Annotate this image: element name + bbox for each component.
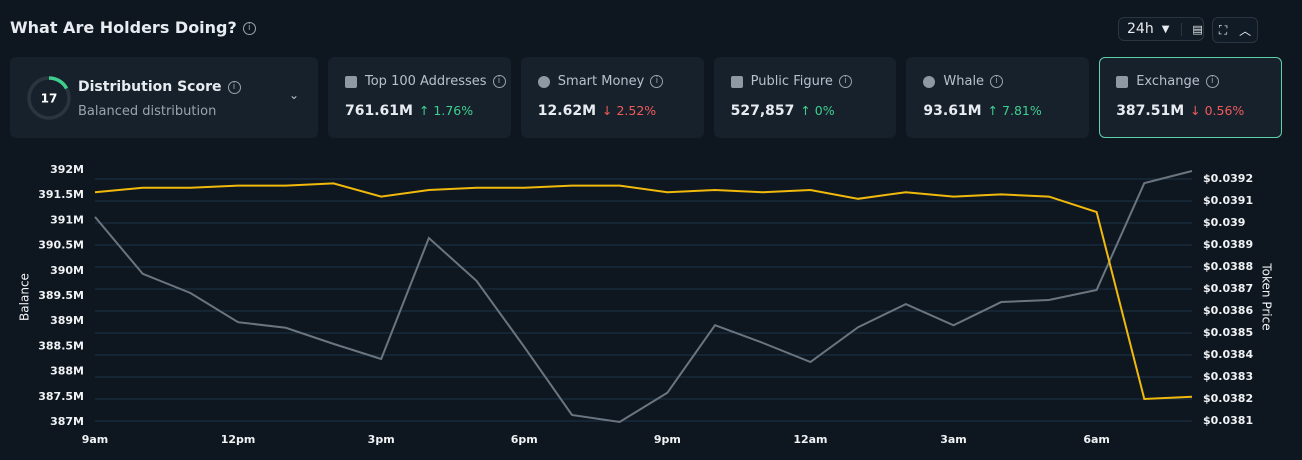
- y2-tick-label: $0.0384: [1203, 348, 1253, 361]
- card-value: 527,857 ↑ 0%: [731, 103, 835, 119]
- card-change: ↑ 0%: [800, 103, 835, 118]
- y2-tick-label: $0.0383: [1203, 370, 1253, 383]
- series-line: [94, 170, 1193, 424]
- x-tick-label: 3pm: [368, 433, 395, 446]
- y-tick-label: 387.5M: [38, 390, 84, 403]
- info-icon[interactable]: i: [838, 75, 852, 88]
- x-tick-label: 6am: [1083, 433, 1110, 446]
- y2-tick-label: $0.0387: [1203, 282, 1253, 295]
- card-value-text: 527,857: [730, 103, 795, 119]
- info-icon[interactable]: i: [650, 75, 664, 88]
- y-tick-label: 390M: [50, 264, 84, 277]
- card-icon: [537, 76, 550, 88]
- card-change: ↓ 0.56%: [1190, 103, 1245, 118]
- card-value-text: 387.51M: [1116, 103, 1185, 119]
- distribution-title-text: Distribution Score: [78, 79, 222, 95]
- y2-tick-label: $0.0389: [1203, 238, 1253, 251]
- card-label: Public Figure i: [751, 74, 852, 89]
- x-tick-label: 3am: [940, 433, 967, 446]
- y2-tick-label: $0.039: [1203, 216, 1245, 229]
- card-label-text: Top 100 Addresses: [365, 74, 487, 89]
- card-value: 387.51M ↓ 0.56%: [1116, 103, 1244, 119]
- y-tick-label: 390.5M: [38, 239, 84, 252]
- card-label-text: Smart Money: [557, 74, 645, 89]
- y-tick-label: 389M: [50, 314, 84, 327]
- stat-card[interactable]: Smart Money i 12.62M ↓ 2.52%: [520, 57, 704, 138]
- card-label-text: Public Figure: [750, 74, 833, 89]
- card-change: ↓ 2.52%: [602, 103, 657, 118]
- y-tick-label: 389.5M: [38, 289, 84, 302]
- distribution-subtitle: Balanced distribution: [78, 104, 217, 119]
- y-tick-label: 387M: [50, 415, 84, 428]
- card-change: ↑ 7.81%: [987, 103, 1042, 118]
- y-axis-title: Balance: [18, 273, 32, 321]
- card-label: Whale i: [943, 74, 1004, 89]
- y-tick-label: 392M: [50, 163, 84, 176]
- card-value-text: 761.61M: [345, 103, 413, 119]
- card-label: Smart Money i: [558, 74, 664, 89]
- y2-tick-label: $0.0392: [1203, 172, 1253, 185]
- x-tick-label: 9pm: [654, 433, 681, 446]
- y2-tick-label: $0.0391: [1203, 194, 1253, 207]
- card-label: Top 100 Addresses i: [365, 74, 506, 89]
- card-value: 93.61M ↑ 7.81%: [923, 103, 1041, 119]
- range-label: 24h: [1127, 21, 1154, 37]
- card-label-text: Whale: [943, 74, 985, 89]
- card-value-text: 93.61M: [923, 103, 982, 119]
- card-label: Exchange i: [1136, 74, 1219, 89]
- stat-card[interactable]: Whale i 93.61M ↑ 7.81%: [906, 57, 1090, 138]
- card-value-text: 12.62M: [537, 103, 597, 119]
- card-label-text: Exchange: [1136, 74, 1200, 89]
- card-change: ↑ 1.76%: [418, 103, 474, 118]
- score-arc: [27, 76, 71, 120]
- page-title: What Are Holders Doing?: [10, 18, 237, 37]
- y-tick-label: 391M: [50, 213, 84, 226]
- card-icon: [923, 76, 936, 88]
- range-select[interactable]: 24h ▼ ▤: [1118, 17, 1204, 41]
- info-icon[interactable]: i: [242, 22, 256, 35]
- series-line: [94, 182, 1193, 401]
- x-tick-label: 6pm: [511, 433, 538, 446]
- info-icon[interactable]: i: [1205, 75, 1219, 88]
- x-tick-label: 12am: [793, 433, 827, 446]
- card-icon: [1116, 76, 1129, 88]
- card-value: 761.61M ↑ 1.76%: [345, 103, 473, 119]
- y2-tick-label: $0.0388: [1203, 260, 1253, 273]
- y-tick-label: 391.5M: [38, 188, 84, 201]
- y-tick-label: 388.5M: [38, 339, 84, 352]
- y2-axis-title: Token Price: [1260, 262, 1274, 330]
- calendar-icon[interactable]: ▤: [1181, 22, 1203, 36]
- expand-chevron[interactable]: ⌄: [288, 88, 299, 102]
- collapse-icon[interactable]: ︿: [1239, 23, 1252, 38]
- card-icon: [730, 76, 743, 88]
- y2-tick-label: $0.0381: [1203, 414, 1253, 427]
- card-value: 12.62M ↓ 2.52%: [538, 103, 656, 119]
- stat-card[interactable]: Public Figure i 527,857 ↑ 0%: [713, 57, 897, 138]
- distribution-title: Distribution Score i: [78, 79, 241, 95]
- info-icon[interactable]: i: [990, 75, 1004, 88]
- y2-tick-label: $0.0385: [1203, 326, 1253, 339]
- y2-tick-label: $0.0386: [1203, 304, 1253, 317]
- x-tick-label: 12pm: [221, 433, 256, 446]
- score-value: 17: [41, 92, 58, 106]
- cards: 17 Distribution Score i Balanced distribu…: [10, 57, 1282, 138]
- info-icon[interactable]: i: [492, 75, 506, 88]
- stat-card[interactable]: Exchange i 387.51M ↓ 0.56%: [1099, 57, 1282, 138]
- score-ring: 17: [27, 76, 71, 120]
- card-icon: [345, 76, 357, 88]
- y2-tick-label: $0.0382: [1203, 392, 1253, 405]
- caret: ▼: [1161, 23, 1170, 35]
- header: What Are Holders Doing? i: [10, 18, 256, 37]
- controls: 24h ▼ ▤ ⛶ ︿: [1118, 17, 1258, 43]
- x-tick-label: 9am: [82, 433, 109, 446]
- view-buttons: ⛶ ︿: [1212, 17, 1258, 43]
- info-icon[interactable]: i: [227, 80, 241, 94]
- distribution-card[interactable]: 17 Distribution Score i Balanced distribu…: [10, 57, 318, 138]
- y-tick-label: 388M: [50, 365, 84, 378]
- stat-card[interactable]: Top 100 Addresses i 761.61M ↑ 1.76%: [328, 57, 511, 138]
- expand-icon[interactable]: ⛶: [1218, 22, 1228, 37]
